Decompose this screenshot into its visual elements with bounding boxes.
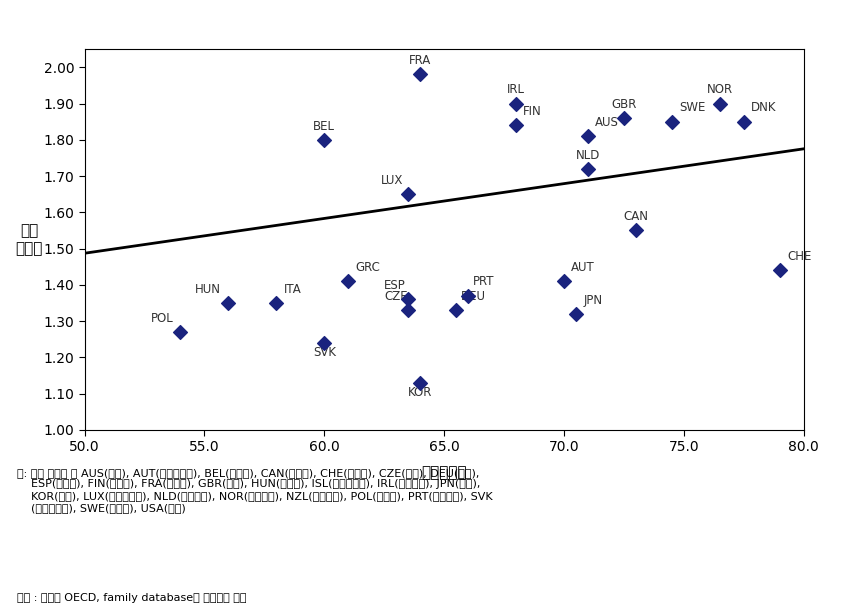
- Point: [569, 309, 583, 319]
- Point: [173, 327, 187, 337]
- Text: JPN: JPN: [583, 293, 602, 306]
- Y-axis label: 합계
출산율: 합계 출산율: [16, 223, 43, 255]
- Text: CAN: CAN: [624, 210, 648, 223]
- Text: DEU: DEU: [461, 290, 486, 303]
- Text: 자료 : 원자료 OECD, family database를 이용하여 작성: 자료 : 원자료 OECD, family database를 이용하여 작성: [17, 593, 246, 604]
- Point: [617, 113, 630, 123]
- Point: [401, 305, 415, 315]
- Text: SVK: SVK: [313, 346, 336, 359]
- Point: [401, 189, 415, 199]
- Text: FIN: FIN: [523, 105, 542, 118]
- Point: [737, 117, 750, 126]
- Point: [509, 120, 523, 130]
- Text: FRA: FRA: [409, 54, 431, 68]
- Point: [713, 99, 727, 109]
- Text: AUS: AUS: [595, 116, 619, 129]
- Text: DNK: DNK: [751, 101, 777, 114]
- Point: [222, 298, 235, 308]
- Point: [509, 99, 523, 109]
- Text: GBR: GBR: [612, 98, 636, 111]
- Point: [665, 117, 678, 126]
- Point: [629, 225, 643, 235]
- Text: NLD: NLD: [576, 149, 600, 161]
- Point: [317, 338, 331, 348]
- Point: [581, 131, 595, 141]
- Point: [342, 276, 355, 286]
- Text: AUT: AUT: [571, 261, 595, 274]
- Text: KOR: KOR: [408, 386, 432, 399]
- Text: SWE: SWE: [679, 101, 706, 114]
- Text: LUX: LUX: [381, 174, 404, 187]
- Point: [773, 265, 787, 275]
- Text: GRC: GRC: [355, 261, 381, 274]
- Text: ESP: ESP: [384, 279, 406, 292]
- Text: IRL: IRL: [507, 84, 525, 96]
- Point: [449, 305, 463, 315]
- Point: [414, 378, 427, 387]
- Point: [317, 135, 331, 145]
- Text: CHE: CHE: [787, 250, 811, 263]
- Text: CZE: CZE: [385, 290, 408, 303]
- Text: BEL: BEL: [313, 120, 335, 133]
- X-axis label: 여성고용율: 여성고용율: [421, 465, 467, 480]
- Point: [414, 69, 427, 79]
- Point: [270, 298, 283, 308]
- Text: NOR: NOR: [706, 84, 733, 96]
- Text: 주: 이하 알파벳 순 AUS(호주), AUT(오스트리아), BEL(벨기에), CAN(캐나다), CHE(스위스), CZE(체코), DEU(독일),: 주: 이하 알파벳 순 AUS(호주), AUT(오스트리아), BEL(벨기에…: [17, 468, 492, 513]
- Text: POL: POL: [151, 312, 173, 325]
- Point: [401, 294, 415, 304]
- Text: PRT: PRT: [473, 276, 494, 289]
- Text: HUN: HUN: [195, 282, 221, 296]
- Text: ITA: ITA: [283, 282, 301, 296]
- Point: [581, 164, 595, 174]
- Point: [558, 276, 571, 286]
- Point: [461, 291, 475, 301]
